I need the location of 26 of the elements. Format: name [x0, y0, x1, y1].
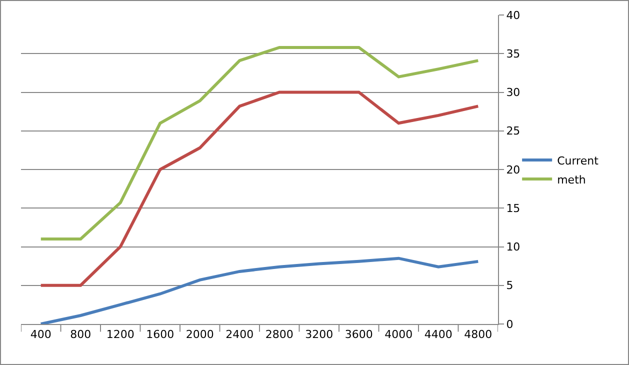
x-tick-label: 1200 [106, 328, 134, 342]
x-tick-label: 4800 [464, 328, 492, 342]
legend-label: Current [557, 154, 600, 168]
y-tick-label: 5 [506, 279, 514, 292]
x-tick-label: 4000 [384, 328, 413, 342]
y-tick-label: 40 [506, 8, 520, 22]
y-tick-label: 15 [506, 202, 520, 215]
y-tick-label: 10 [506, 240, 520, 254]
x-tick-label: 2000 [186, 328, 214, 342]
line-series [39, 46, 480, 241]
line-series [39, 256, 480, 324]
y-tick-label: 20 [506, 163, 520, 176]
x-tick-label: 400 [30, 328, 52, 342]
y-tick-label: 35 [506, 47, 520, 60]
x-tick-label: 2400 [226, 328, 254, 342]
y-tick-label: 0 [506, 318, 514, 331]
x-tick-label: 3600 [344, 328, 373, 342]
y-tick-label: 30 [506, 86, 520, 100]
x-tick-label: 800 [70, 328, 92, 342]
x-tick-label: 1600 [146, 328, 174, 342]
y-tick-label: 25 [506, 124, 520, 138]
x-tick-label: 2800 [265, 328, 294, 342]
x-tick-label: 4400 [424, 328, 452, 342]
line-series [39, 90, 480, 287]
legend-label: meth [557, 173, 586, 186]
x-tick-label: 3200 [305, 328, 334, 342]
